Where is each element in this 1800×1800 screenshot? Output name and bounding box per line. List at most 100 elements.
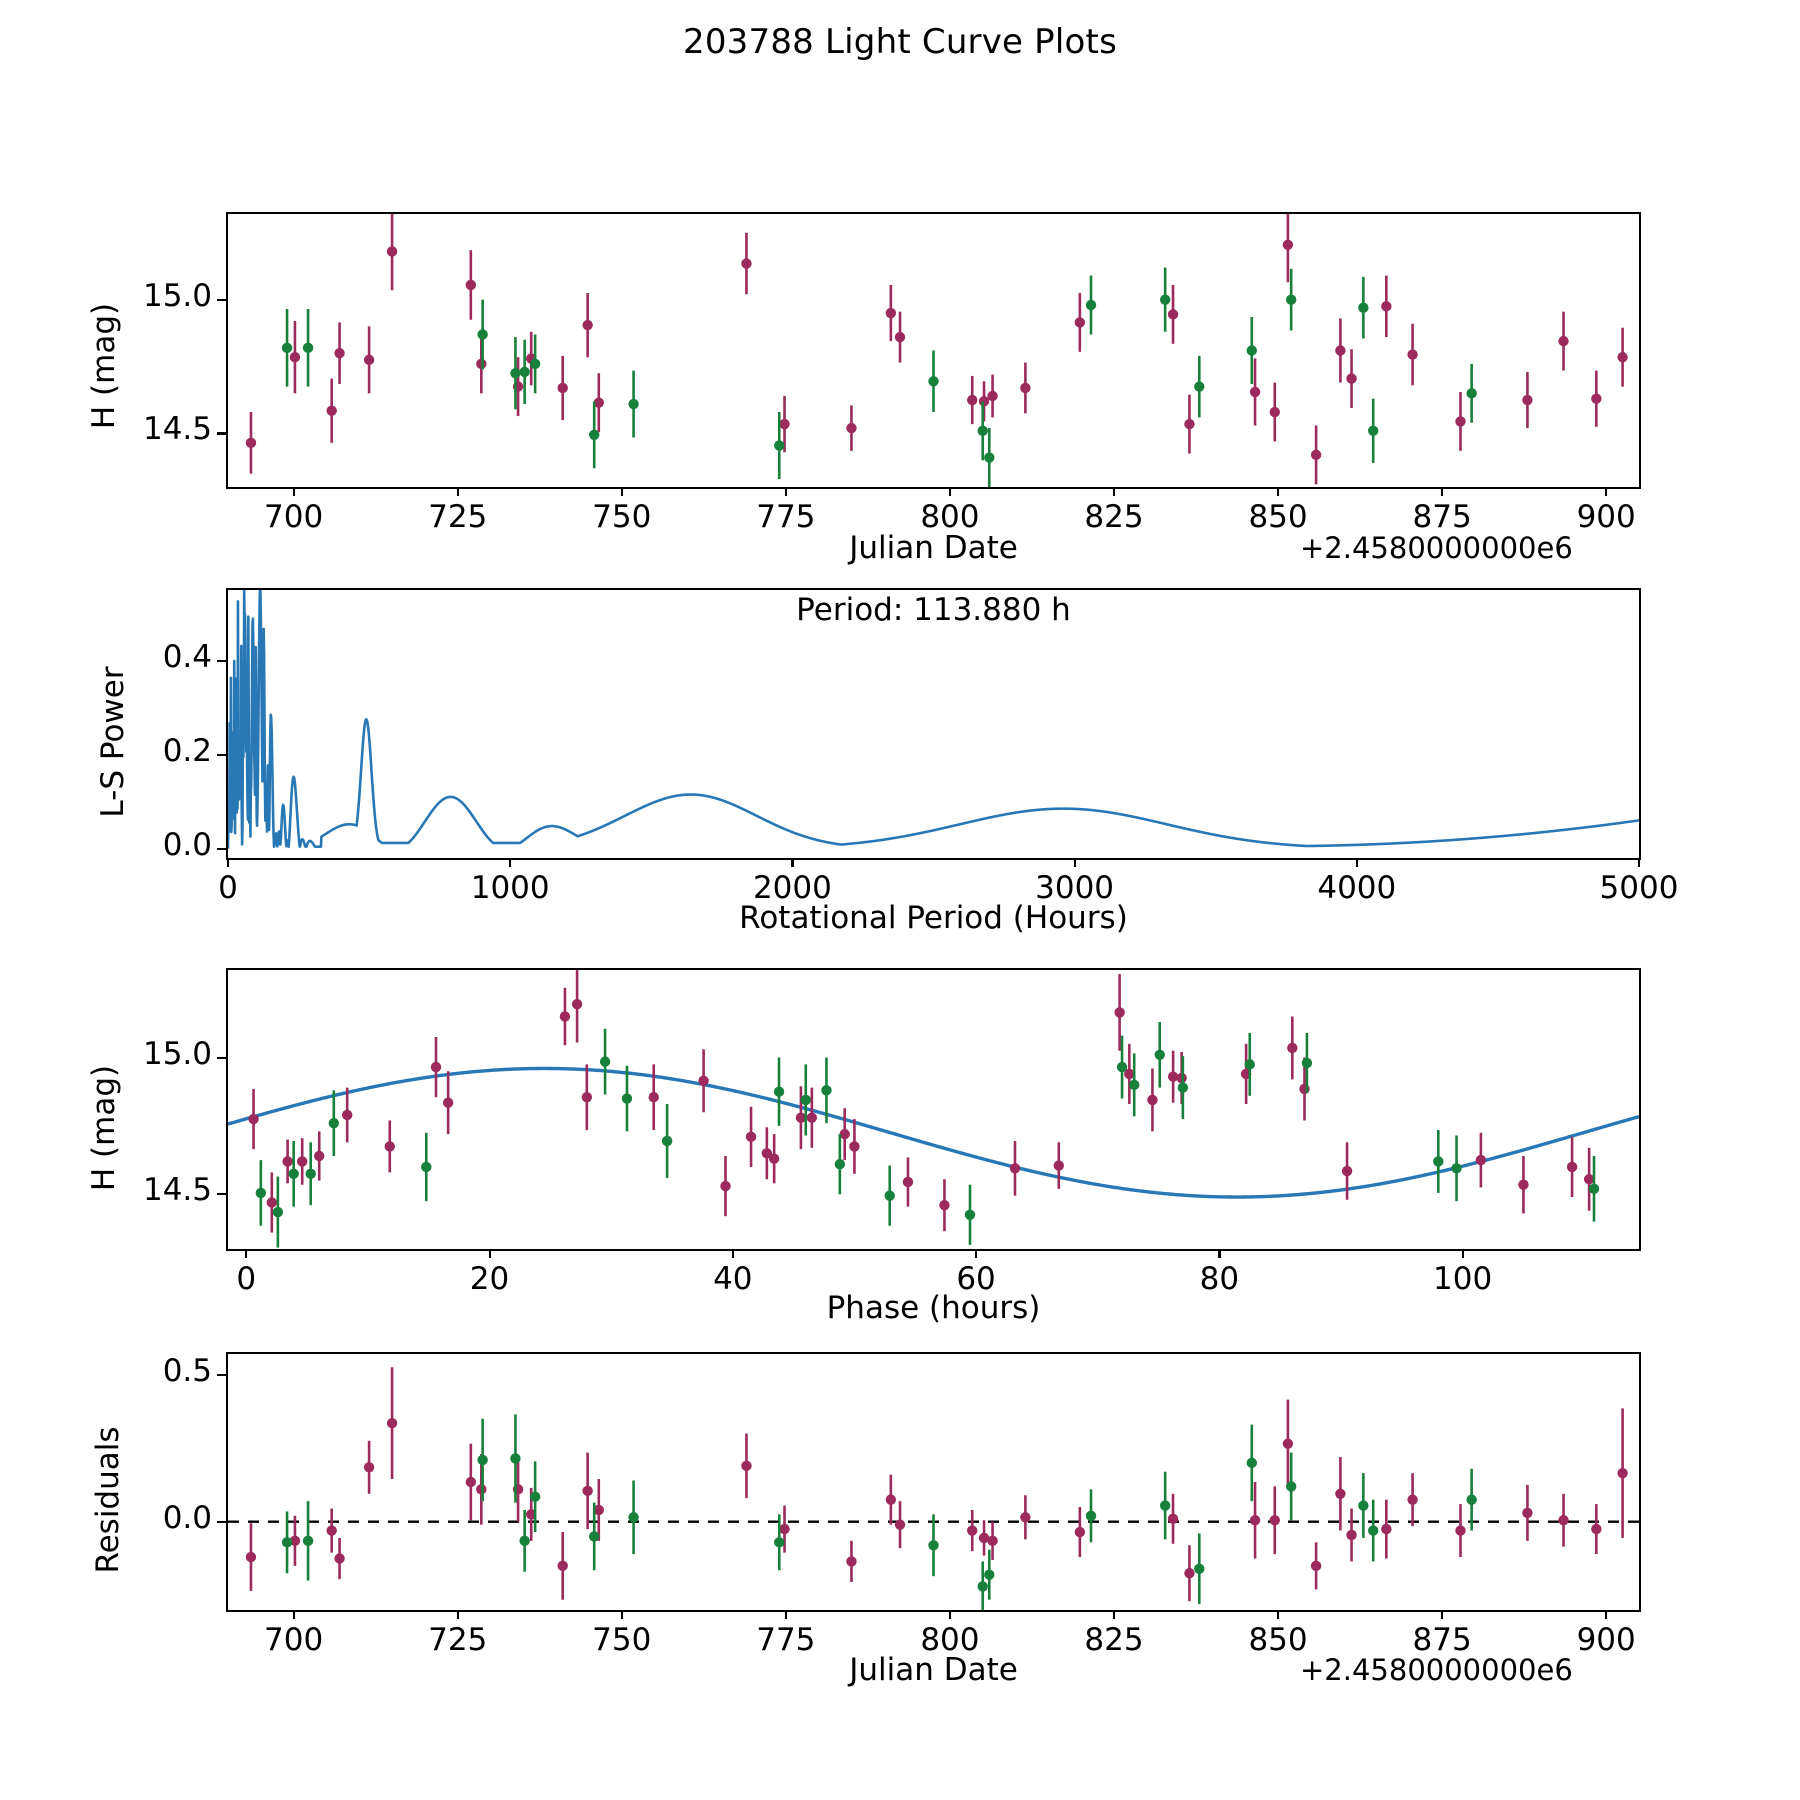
x-tick-mark (1112, 487, 1116, 496)
x-axis-label-residuals: Julian Date (849, 1652, 1018, 1688)
x-tick-label: 800 (920, 499, 980, 535)
x-tick-mark (1638, 858, 1641, 867)
x-tick-label: 775 (756, 1622, 816, 1658)
y-tick-mark (217, 1193, 226, 1196)
x-tick-mark (784, 487, 788, 496)
x-tick-label: 3000 (1035, 870, 1115, 906)
x-tick-mark (975, 1249, 978, 1258)
y-tick-mark (217, 659, 226, 662)
y-tick-mark (217, 298, 226, 301)
period-annotation: Period: 113.880 h (796, 592, 1071, 628)
x-tick-label: 850 (1248, 499, 1308, 535)
figure-title: 203788 Light Curve Plots (683, 22, 1117, 62)
plot-area-periodogram (228, 590, 1639, 849)
x-tick-mark (488, 1249, 491, 1258)
x-tick-label: 750 (592, 499, 652, 535)
x-tick-mark (1441, 487, 1444, 496)
x-tick-label: 775 (756, 499, 816, 535)
x-tick-label: 80 (1199, 1261, 1240, 1297)
x-tick-label: 725 (428, 1622, 488, 1658)
x-tick-label: 750 (592, 1622, 652, 1658)
axes-frame-periodogram (226, 588, 1641, 860)
y-tick-mark (217, 753, 226, 756)
x-tick-mark (292, 487, 295, 496)
x-tick-label: 20 (469, 1261, 510, 1297)
x-axis-offset-light-curve: +2.4580000000e6 (1300, 531, 1573, 565)
panel-phase-folded (226, 968, 1641, 1251)
x-tick-label: 825 (1084, 499, 1144, 535)
y-tick-label: 0.5 (162, 1352, 212, 1389)
x-tick-mark (1218, 1249, 1221, 1258)
x-tick-mark (1605, 487, 1608, 496)
y-tick-label: 14.5 (142, 1172, 212, 1209)
panel-periodogram (226, 588, 1641, 860)
x-tick-label: 40 (713, 1261, 753, 1297)
x-tick-mark (1355, 858, 1358, 867)
x-tick-label: 875 (1412, 1622, 1472, 1658)
x-tick-mark (1277, 487, 1280, 496)
x-tick-label: 1000 (470, 870, 550, 906)
y-tick-mark (217, 1056, 226, 1059)
x-axis-offset-residuals: +2.4580000000e6 (1300, 1653, 1573, 1687)
x-tick-mark (1605, 1610, 1608, 1619)
x-tick-label: 875 (1412, 499, 1472, 535)
x-tick-label: 5000 (1599, 870, 1679, 906)
x-tick-label: 700 (264, 499, 324, 535)
x-tick-label: 900 (1576, 499, 1636, 535)
series-series_b (281, 267, 1477, 487)
x-tick-label: 100 (1433, 1261, 1493, 1297)
axes-frame-light-curve (226, 212, 1641, 489)
series-series_a (245, 1367, 1628, 1602)
panel-residuals (226, 1352, 1641, 1612)
x-tick-mark (292, 1610, 295, 1619)
x-tick-mark (1277, 1610, 1280, 1619)
x-tick-label: 725 (428, 499, 488, 535)
x-tick-label: 60 (956, 1261, 996, 1297)
x-tick-label: 4000 (1317, 870, 1397, 906)
x-axis-label-periodogram: Rotational Period (Hours) (739, 900, 1128, 936)
x-tick-label: 0 (236, 1261, 257, 1297)
x-tick-mark (227, 858, 230, 867)
x-tick-mark (948, 1610, 952, 1619)
phase-fit-curve (228, 1066, 1639, 1199)
x-tick-mark (1073, 858, 1076, 867)
x-tick-mark (456, 1610, 459, 1619)
x-tick-mark (620, 487, 623, 496)
y-tick-mark (217, 1373, 226, 1376)
y-tick-label: 0.0 (162, 826, 212, 863)
axes-frame-residuals (226, 1352, 1641, 1612)
y-tick-label: 14.5 (142, 411, 212, 448)
y-tick-mark (217, 1520, 226, 1523)
x-tick-label: 2000 (752, 870, 832, 906)
series-series_b (255, 1021, 1600, 1248)
plot-area-phase-folded (228, 970, 1639, 1248)
series-series_a (248, 970, 1595, 1233)
y-tick-label: 0.2 (162, 732, 212, 769)
series-series_b (281, 1414, 1477, 1610)
x-tick-mark (1441, 1610, 1444, 1619)
y-tick-mark (217, 432, 226, 435)
x-tick-mark (1461, 1249, 1464, 1258)
plot-area-light-curve (245, 214, 1628, 487)
y-tick-mark (217, 847, 226, 850)
series-series_a (245, 214, 1628, 485)
y-tick-label: 0.0 (162, 1499, 212, 1536)
y-tick-label: 15.0 (142, 1035, 212, 1072)
x-tick-mark (948, 487, 952, 496)
x-tick-mark (245, 1249, 248, 1258)
x-tick-mark (784, 1610, 788, 1619)
x-tick-label: 800 (920, 1622, 980, 1658)
x-tick-mark (791, 858, 794, 867)
x-tick-mark (731, 1249, 734, 1258)
periodogram-line (228, 590, 1639, 849)
x-tick-mark (1112, 1610, 1116, 1619)
x-tick-label: 825 (1084, 1622, 1144, 1658)
x-tick-mark (456, 487, 459, 496)
panel-light-curve (226, 212, 1641, 489)
x-axis-label-light-curve: Julian Date (849, 530, 1018, 566)
y-tick-label: 15.0 (142, 277, 212, 314)
x-tick-mark (509, 858, 512, 867)
x-tick-mark (620, 1610, 623, 1619)
x-tick-label: 900 (1576, 1622, 1636, 1658)
x-tick-label: 0 (218, 870, 238, 906)
